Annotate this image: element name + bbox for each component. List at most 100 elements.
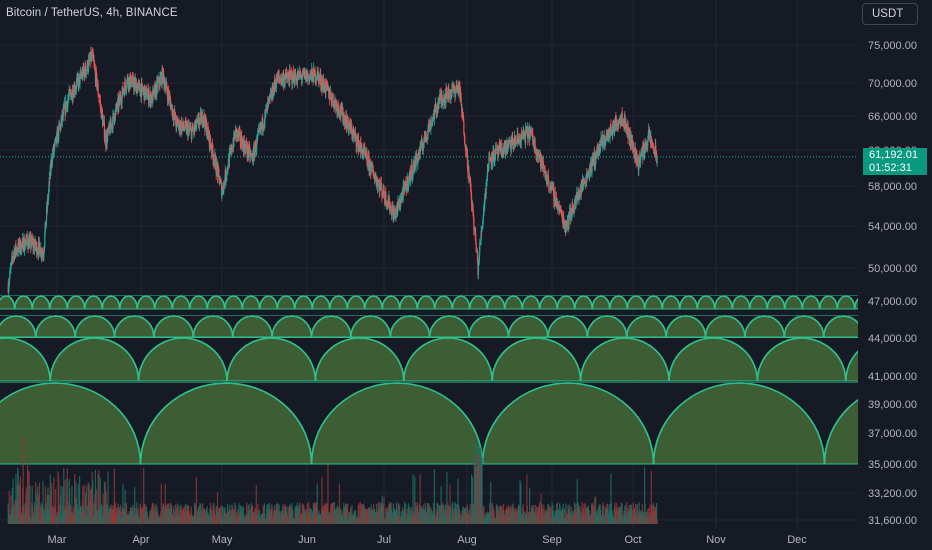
candle-body <box>158 77 161 84</box>
candle-body <box>618 118 621 124</box>
candle-body <box>353 131 355 136</box>
volume-bar <box>246 502 248 524</box>
candle-body <box>486 176 488 182</box>
candle-body <box>596 146 599 149</box>
candle-body <box>197 117 199 120</box>
candle-body <box>263 121 266 125</box>
candle-body <box>353 134 356 136</box>
indicator-arc <box>350 315 392 338</box>
candle-body <box>595 156 597 165</box>
indicator-arc <box>48 295 69 310</box>
candle-body <box>88 59 90 70</box>
candle-body <box>604 142 606 146</box>
candle-body <box>163 76 165 86</box>
indicator-arc <box>188 295 209 310</box>
currency-button[interactable]: USDT <box>862 3 918 25</box>
candle-body <box>225 170 227 180</box>
candle-body <box>566 222 568 228</box>
candle-body <box>335 102 338 105</box>
candle-body <box>201 111 203 124</box>
candle-body <box>571 214 573 216</box>
candle-body <box>383 195 386 199</box>
candle-body <box>88 57 91 60</box>
indicator-arc <box>468 315 510 338</box>
candle-body <box>463 134 465 138</box>
candle-body <box>96 86 98 88</box>
candle-body <box>294 72 297 79</box>
candle-body <box>655 145 657 158</box>
candle-body <box>366 153 368 162</box>
candle-body <box>202 123 204 125</box>
indicator-arc <box>433 295 454 310</box>
candle-body <box>389 208 391 210</box>
candle-body <box>359 144 361 149</box>
volume-bar <box>71 485 73 524</box>
candle-body <box>400 197 403 203</box>
candle-body <box>373 177 375 179</box>
candle-body <box>315 78 317 82</box>
candle-body <box>166 81 168 89</box>
candle-body <box>543 170 545 172</box>
candle-body <box>144 91 147 98</box>
candle-body <box>565 227 567 234</box>
indicator-arc <box>665 315 707 338</box>
volume-bar <box>299 502 301 524</box>
time-axis-label: Oct <box>624 534 641 546</box>
volume-bar <box>69 488 71 524</box>
candle-body <box>650 136 652 145</box>
candle-body <box>484 193 486 205</box>
volume-bar <box>593 506 595 524</box>
symbol-title[interactable]: Bitcoin / TetherUS, 4h, BINANCE <box>6 7 178 19</box>
volume-bar <box>33 502 36 524</box>
candle-body <box>481 224 484 227</box>
volume-bar <box>555 503 558 524</box>
candle-body <box>557 204 559 210</box>
volume-bar <box>386 507 388 524</box>
candle-body <box>450 93 452 98</box>
candle-body <box>329 92 331 100</box>
candle-body <box>244 145 246 154</box>
volume-bar <box>519 480 521 524</box>
candle-body <box>62 109 64 117</box>
volume-bar <box>385 509 387 524</box>
candle-body <box>380 182 383 187</box>
candle-body <box>604 135 606 146</box>
volume-bar <box>492 506 494 524</box>
candle-body <box>249 153 251 158</box>
candle-body <box>69 89 71 92</box>
volume-bar <box>570 507 572 524</box>
candle-body <box>251 154 253 156</box>
candle-body <box>491 162 494 164</box>
candle-body <box>95 70 97 83</box>
candle-body <box>627 135 630 138</box>
candle-body <box>48 177 50 186</box>
candle-body <box>277 74 279 82</box>
volume-bar <box>415 502 417 524</box>
volume-bar <box>359 502 362 524</box>
indicator-arc <box>643 295 664 310</box>
candle-body <box>289 70 291 73</box>
candle-body <box>513 142 515 148</box>
candle-body <box>521 134 523 138</box>
volume-bar <box>69 505 72 524</box>
volume-bar <box>328 513 330 524</box>
volume-bar <box>28 471 30 524</box>
candle-body <box>627 124 629 138</box>
candle-body <box>130 74 132 87</box>
volume-bar <box>53 477 55 524</box>
candle-body <box>361 144 363 151</box>
candle-body <box>624 121 626 127</box>
indicator-arc <box>748 295 769 310</box>
candle-body <box>164 82 166 91</box>
candle-body <box>362 153 364 158</box>
candle-body <box>115 108 117 111</box>
candle-body <box>631 140 634 150</box>
candle-body <box>490 159 492 161</box>
indicator-arc <box>547 315 589 338</box>
volume-bar <box>199 502 201 524</box>
volume-bar <box>562 504 564 524</box>
volume-bar <box>255 484 257 524</box>
candle-body <box>132 76 134 86</box>
